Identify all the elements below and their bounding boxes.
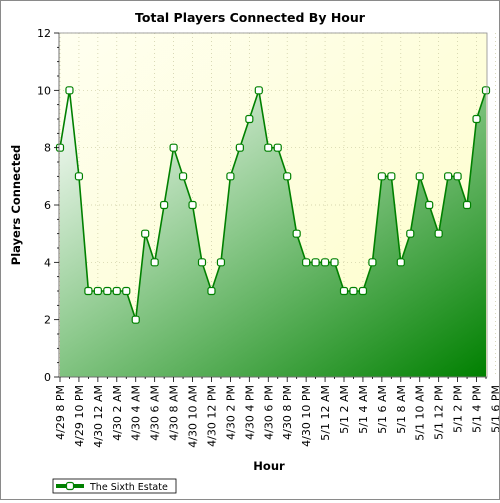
series-line xyxy=(59,90,487,320)
y-tick-label: 8 xyxy=(44,142,51,155)
data-point xyxy=(131,315,140,324)
data-point xyxy=(453,172,462,181)
data-point xyxy=(264,143,273,152)
x-tick-label: 4/30 12 AM xyxy=(92,385,105,448)
data-point xyxy=(178,172,188,181)
data-point xyxy=(160,200,169,210)
data-point xyxy=(103,286,112,296)
x-tick-label: 5/1 6 AM xyxy=(376,385,389,434)
x-axis-label: Hour xyxy=(253,459,285,473)
data-point xyxy=(387,172,396,181)
x-tick-label: 4/30 4 AM xyxy=(130,385,143,441)
data-point xyxy=(472,114,481,124)
legend-marker xyxy=(65,481,75,491)
data-point xyxy=(311,258,320,267)
chart-title: Total Players Connected By Hour xyxy=(135,10,366,25)
legend-label: The Sixth Estate xyxy=(89,482,168,493)
data-point xyxy=(150,258,159,267)
y-tick-label: 6 xyxy=(44,199,51,212)
x-tick-label: 4/30 2 PM xyxy=(224,385,237,440)
data-point xyxy=(216,258,226,267)
axes xyxy=(54,32,488,382)
data-point xyxy=(93,286,102,296)
y-tick-labels: 0 2 4 6 8 10 12 xyxy=(37,27,51,384)
data-point xyxy=(434,229,443,238)
y-tick-label: 10 xyxy=(37,84,51,97)
x-tick-label: 5/1 4 AM xyxy=(357,385,370,434)
data-point xyxy=(226,172,235,181)
data-point xyxy=(377,172,386,181)
x-tick-label: 4/30 8 AM xyxy=(168,385,181,441)
data-point xyxy=(283,172,292,181)
data-point xyxy=(292,229,301,238)
data-point xyxy=(425,200,434,210)
x-tick-label: 4/30 6 PM xyxy=(262,385,275,440)
y-tick-label: 4 xyxy=(44,256,51,269)
x-tick-label: 5/1 10 AM xyxy=(414,385,427,441)
data-point xyxy=(320,258,330,267)
x-tick-label: 4/30 6 AM xyxy=(149,385,162,441)
data-point xyxy=(112,286,121,296)
data-point xyxy=(330,258,339,267)
legend: The Sixth Estate xyxy=(52,478,177,494)
data-point xyxy=(339,286,349,296)
y-tick-label: 0 xyxy=(44,371,51,384)
x-tick-label: 5/1 12 AM xyxy=(319,385,332,441)
data-point xyxy=(462,200,472,210)
x-tick-label: 5/1 4 PM xyxy=(471,385,484,433)
y-tick-label: 12 xyxy=(37,27,51,40)
y-tick-label: 2 xyxy=(44,314,51,327)
x-tick-label: 5/1 2 PM xyxy=(452,385,465,433)
data-point xyxy=(141,229,150,238)
data-point xyxy=(302,258,311,267)
legend-box xyxy=(52,478,177,494)
data-point xyxy=(65,86,74,95)
x-tick-label: 5/1 6 PM xyxy=(489,385,499,433)
data-point xyxy=(444,172,453,181)
data-point xyxy=(368,258,377,267)
x-tick-label: 4/29 10 PM xyxy=(73,385,86,447)
data-point xyxy=(273,143,282,152)
x-tick-label: 4/29 8 PM xyxy=(54,385,67,440)
data-point xyxy=(481,86,491,95)
data-point xyxy=(169,143,178,152)
data-point xyxy=(122,286,131,296)
data-point xyxy=(254,86,263,95)
x-tick-label: 4/30 2 AM xyxy=(111,385,124,441)
data-point xyxy=(74,172,84,181)
x-tick-label: 4/30 10 PM xyxy=(300,385,313,447)
x-tick-label: 5/1 12 PM xyxy=(433,385,446,440)
x-tick-label: 4/30 12 PM xyxy=(205,385,218,447)
data-point xyxy=(358,286,368,296)
data-point xyxy=(207,286,216,296)
x-tick-label: 4/30 10 AM xyxy=(187,385,200,448)
x-tick-label: 5/1 8 AM xyxy=(395,385,408,434)
x-tick-labels: 4/29 8 PM 4/29 10 PM 4/30 12 AM 4/30 2 AM 4/… xyxy=(54,385,500,448)
x-tick-label: 5/1 2 AM xyxy=(338,385,351,434)
y-axis-label: Players Connected xyxy=(9,145,23,265)
data-point xyxy=(188,200,197,210)
x-tick-label: 4/30 4 PM xyxy=(243,385,256,440)
data-point xyxy=(84,286,93,296)
data-point xyxy=(406,229,415,238)
data-point xyxy=(415,172,424,181)
data-point xyxy=(235,143,244,152)
data-point xyxy=(197,258,207,267)
series-area xyxy=(60,90,486,377)
data-point xyxy=(245,114,254,124)
data-point xyxy=(349,286,358,296)
series-points xyxy=(55,86,491,324)
data-point xyxy=(396,258,405,267)
x-tick-label: 4/30 8 PM xyxy=(281,385,294,440)
